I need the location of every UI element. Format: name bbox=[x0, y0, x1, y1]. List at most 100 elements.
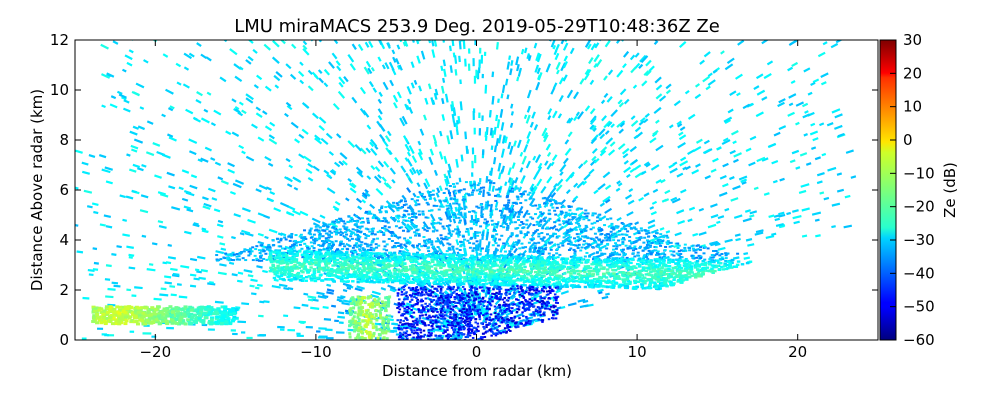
band-pixel bbox=[625, 259, 629, 261]
band-pixel bbox=[271, 264, 275, 266]
noise-dash bbox=[693, 234, 698, 236]
noise-dash bbox=[441, 66, 442, 71]
cloud-pixel bbox=[216, 260, 219, 262]
cloud-pixel bbox=[452, 202, 455, 204]
cloud-pixel bbox=[355, 229, 358, 231]
noise-dash bbox=[237, 281, 242, 282]
noise-dash bbox=[177, 284, 182, 285]
noise-dash bbox=[811, 147, 815, 149]
cloud-pixel bbox=[443, 192, 446, 194]
band-pixel bbox=[583, 271, 587, 273]
cloud-pixel bbox=[360, 222, 363, 224]
cloud-pixel bbox=[452, 212, 455, 214]
cloud-pixel bbox=[508, 209, 511, 211]
cloud-pixel bbox=[476, 240, 479, 242]
band-pixel bbox=[438, 278, 442, 280]
cloud-pixel bbox=[399, 207, 402, 209]
cloud-pixel bbox=[532, 251, 535, 253]
cloud-pixel bbox=[346, 221, 349, 223]
cloud-pixel bbox=[272, 244, 275, 246]
cloud-pixel bbox=[563, 236, 566, 238]
noise-dash bbox=[122, 234, 129, 235]
cloud-pixel bbox=[622, 237, 625, 239]
cloud-pixel bbox=[505, 223, 508, 225]
cloud-pixel bbox=[568, 206, 571, 208]
cloud-pixel bbox=[627, 224, 630, 226]
cloud-pixel bbox=[288, 236, 291, 238]
cloud-pixel bbox=[452, 246, 455, 248]
cloud-pixel bbox=[335, 240, 338, 242]
cloud-pixel bbox=[671, 245, 674, 247]
cloud-pixel bbox=[587, 219, 590, 221]
cloud-pixel bbox=[440, 204, 443, 206]
cloud-pixel bbox=[623, 225, 626, 227]
noise-dash bbox=[827, 34, 834, 38]
cloud-pixel bbox=[634, 248, 637, 250]
cloud-pixel bbox=[488, 194, 491, 196]
cloud-pixel bbox=[414, 235, 417, 237]
cloud-pixel bbox=[236, 259, 239, 261]
cloud-pixel bbox=[373, 214, 376, 216]
cloud-pixel bbox=[369, 213, 372, 215]
cloud-pixel bbox=[582, 218, 585, 220]
noise-dash bbox=[106, 265, 112, 266]
cloud-pixel bbox=[493, 229, 496, 231]
cloud-pixel bbox=[422, 214, 425, 216]
cloud-pixel bbox=[374, 233, 377, 235]
cloud-pixel bbox=[423, 196, 426, 198]
cloud-pixel bbox=[355, 223, 358, 225]
cloud-pixel bbox=[457, 229, 460, 231]
cloud-pixel bbox=[527, 213, 530, 215]
cloud-pixel bbox=[676, 243, 679, 245]
cloud-pixel bbox=[534, 245, 537, 247]
cloud-pixel bbox=[299, 244, 302, 246]
cloud-pixel bbox=[520, 211, 523, 213]
noise-dash bbox=[240, 233, 244, 234]
cloud-pixel bbox=[485, 201, 488, 203]
cloud-pixel bbox=[471, 210, 474, 212]
noise-dash bbox=[769, 215, 775, 217]
cloud-pixel bbox=[574, 250, 577, 252]
cloud-pixel bbox=[691, 255, 694, 257]
cloud-pixel bbox=[692, 248, 695, 250]
cloud-pixel bbox=[511, 233, 514, 235]
cloud-pixel bbox=[384, 217, 387, 219]
cloud-pixel bbox=[534, 247, 537, 249]
noise-dash bbox=[461, 101, 462, 110]
cloud-pixel bbox=[402, 219, 405, 221]
noise-dash bbox=[527, 53, 529, 58]
noise-dash bbox=[197, 257, 205, 259]
cloud-pixel bbox=[577, 247, 580, 249]
cloud-pixel bbox=[476, 220, 479, 222]
cloud-pixel bbox=[495, 223, 498, 225]
noise-dash bbox=[463, 241, 464, 248]
cloud-pixel bbox=[327, 246, 330, 248]
cloud-pixel bbox=[415, 232, 418, 234]
cloud-pixel bbox=[405, 203, 408, 205]
cloud-pixel bbox=[313, 247, 316, 249]
cloud-pixel bbox=[699, 249, 702, 251]
noise-dash bbox=[111, 254, 116, 255]
cloud-pixel bbox=[351, 238, 354, 240]
cloud-pixel bbox=[625, 245, 628, 247]
noise-dash bbox=[512, 111, 513, 115]
cloud-pixel bbox=[343, 223, 346, 225]
cloud-pixel bbox=[541, 240, 544, 242]
cloud-pixel bbox=[492, 244, 495, 246]
noise-dash bbox=[459, 56, 460, 62]
cloud-pixel bbox=[472, 249, 475, 251]
noise-dash bbox=[389, 331, 397, 332]
cloud-pixel bbox=[567, 213, 570, 215]
noise-dash bbox=[324, 319, 331, 320]
noise-dash bbox=[179, 297, 187, 298]
band-pixel bbox=[596, 273, 600, 275]
band-pixel bbox=[327, 272, 331, 274]
cloud-pixel bbox=[489, 182, 492, 184]
cloud-pixel bbox=[534, 213, 537, 215]
cloud-pixel bbox=[457, 217, 460, 219]
noise-dash bbox=[127, 36, 133, 39]
cloud-pixel bbox=[555, 252, 558, 254]
noise-dash bbox=[815, 235, 820, 236]
noise-dash bbox=[142, 236, 146, 237]
cloud-pixel bbox=[397, 215, 400, 217]
